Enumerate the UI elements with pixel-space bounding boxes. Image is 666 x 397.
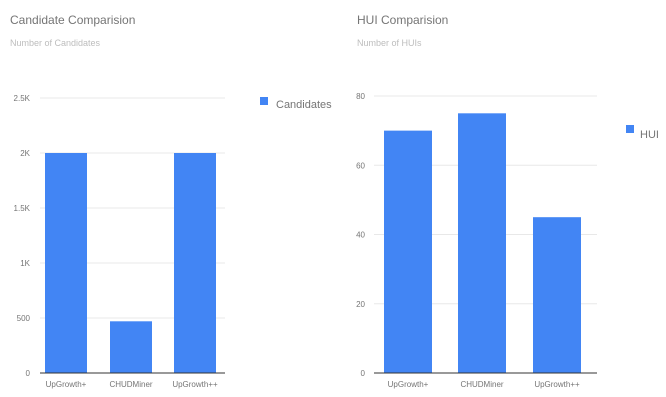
y-tick-label: 0 <box>361 369 366 378</box>
chart-subtitle: Number of HUIs <box>357 38 422 48</box>
x-tick-label: UpGrowth++ <box>172 380 218 389</box>
legend-label: Candidates <box>276 99 332 111</box>
y-tick-label: 2K <box>20 149 30 158</box>
bar <box>174 153 216 373</box>
bar <box>45 153 87 373</box>
y-tick-label: 20 <box>356 300 365 309</box>
chart-title: Candidate Comparision <box>10 13 135 27</box>
x-tick-label: CHUDMiner <box>460 380 503 389</box>
x-tick-label: UpGrowth++ <box>534 380 580 389</box>
legend-label: HUI <box>640 129 659 141</box>
y-tick-label: 60 <box>356 161 365 170</box>
y-tick-label: 1.5K <box>14 204 31 213</box>
chart-candidate-comparison: Candidate Comparision Number of Candidat… <box>10 13 332 389</box>
bar <box>384 130 432 373</box>
plot-area: 0 500 1K 1.5K 2K 2.5K UpGrowth+ CHUDMiner UpGrow… <box>14 94 225 389</box>
y-tick-label: 1K <box>20 259 30 268</box>
chart-subtitle: Number of Candidates <box>10 38 101 48</box>
x-tick-label: UpGrowth+ <box>46 380 87 389</box>
y-tick-label: 0 <box>26 369 31 378</box>
x-tick-label: CHUDMiner <box>109 380 152 389</box>
bar <box>533 217 581 373</box>
legend-swatch <box>626 125 634 133</box>
y-tick-label: 2.5K <box>14 94 31 103</box>
bar <box>458 113 506 373</box>
bar <box>110 321 152 373</box>
y-tick-label: 80 <box>356 92 365 101</box>
legend-swatch <box>260 97 268 105</box>
chart-hui-comparison: HUI Comparision Number of HUIs 0 20 40 60 80… <box>356 13 659 389</box>
y-tick-label: 500 <box>17 314 31 323</box>
x-tick-label: UpGrowth+ <box>388 380 429 389</box>
plot-area: 0 20 40 60 80 UpGrowth+ CHUDMiner UpGrowth++ <box>356 92 597 389</box>
y-tick-label: 40 <box>356 231 365 240</box>
chart-title: HUI Comparision <box>357 13 448 27</box>
legend: HUI <box>626 125 659 141</box>
legend: Candidates <box>260 97 332 111</box>
